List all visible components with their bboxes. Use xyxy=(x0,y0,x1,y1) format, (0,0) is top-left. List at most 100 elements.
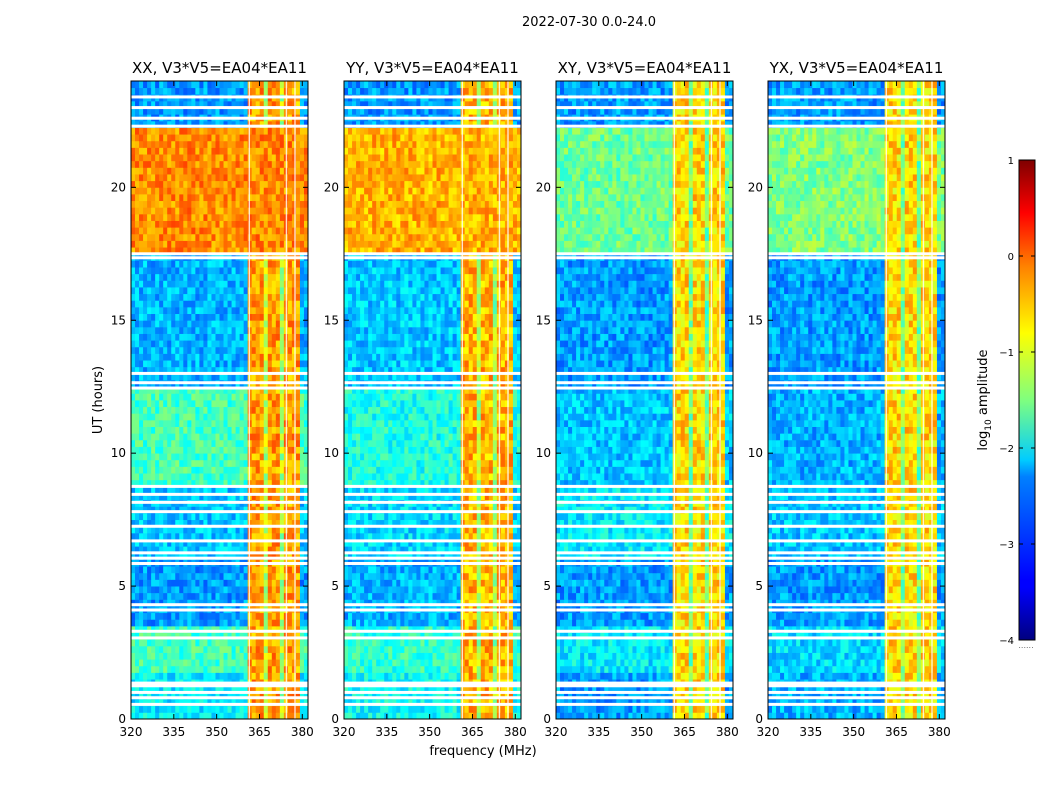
flagged-row xyxy=(768,95,945,99)
flagged-row xyxy=(556,603,733,607)
x-tick-label: 365 xyxy=(248,725,271,739)
flagged-row xyxy=(768,636,945,640)
flagged-channel xyxy=(673,81,676,719)
figure-suptitle: 2022-07-30 0.0-24.0 xyxy=(522,15,656,30)
flagged-row xyxy=(344,696,521,700)
flagged-row xyxy=(768,696,945,700)
flagged-row xyxy=(768,539,945,543)
y-tick-label: 15 xyxy=(324,313,339,327)
x-axis-label: frequency (MHz) xyxy=(429,744,536,759)
panel-frame xyxy=(343,80,522,720)
x-tick-label: 335 xyxy=(162,725,185,739)
panel-xy: XY, V3*V5=EA04*EA11 320 335 350 365 380 0 5 10 15… xyxy=(536,59,739,739)
flagged-row xyxy=(131,510,308,514)
y-tick-label: 15 xyxy=(111,313,126,327)
panel-frame xyxy=(130,80,309,720)
colorbar-tick-label: −4 xyxy=(999,636,1014,647)
flagged-row xyxy=(768,510,945,514)
x-tick-label: 380 xyxy=(504,725,527,739)
flagged-row xyxy=(131,561,308,565)
y-tick-label: 5 xyxy=(543,579,551,593)
panel-yx: YX, V3*V5=EA04*EA11 320 335 350 365 380 0 5 10 15… xyxy=(748,59,951,739)
flagged-row xyxy=(131,252,308,256)
flagged-row xyxy=(344,551,521,555)
flagged-row xyxy=(768,492,945,496)
y-tick-label: 0 xyxy=(331,712,339,726)
flagged-row xyxy=(344,116,521,120)
flagged-row xyxy=(131,702,308,706)
flagged-row xyxy=(131,636,308,640)
flagged-row xyxy=(131,124,308,128)
x-tick-label: 380 xyxy=(716,725,739,739)
flagged-row xyxy=(344,561,521,565)
flagged-channel xyxy=(507,81,509,719)
flagged-row xyxy=(556,500,733,504)
colorbar-label-text: amplitude xyxy=(976,349,991,419)
heatmap-cells xyxy=(344,81,521,719)
x-tick-label: 350 xyxy=(842,725,865,739)
flagged-row xyxy=(556,124,733,128)
flagged-row xyxy=(556,106,733,110)
flagged-row xyxy=(131,371,308,375)
flagged-row xyxy=(131,603,308,607)
flagged-row xyxy=(768,608,945,612)
x-tick-label: 365 xyxy=(461,725,484,739)
flagged-row xyxy=(131,106,308,110)
colorbar-extra-label: ...... xyxy=(1018,641,1033,650)
flagged-row xyxy=(344,386,521,390)
y-tick-label: 20 xyxy=(324,180,339,194)
flagged-row xyxy=(556,95,733,99)
flagged-row xyxy=(556,492,733,496)
colorbar-ticks: 1 0 −1 −2 −3 −4 xyxy=(999,156,1035,647)
flagged-row xyxy=(768,484,945,488)
y-tick-label: 10 xyxy=(536,446,551,460)
panel-title: XY, V3*V5=EA04*EA11 xyxy=(558,59,732,77)
flagged-channel xyxy=(461,81,464,719)
flagged-row xyxy=(344,256,521,260)
flagged-channel xyxy=(922,81,925,719)
flagged-row xyxy=(556,696,733,700)
flagged-row xyxy=(556,702,733,706)
flagged-row xyxy=(556,636,733,640)
x-tick-label: 320 xyxy=(333,725,356,739)
flagged-row xyxy=(768,106,945,110)
flagged-row xyxy=(131,629,308,633)
flagged-row xyxy=(131,492,308,496)
y-tick-label: 20 xyxy=(111,180,126,194)
y-tick-label: 0 xyxy=(755,712,763,726)
flagged-row xyxy=(131,524,308,528)
flagged-row xyxy=(556,381,733,385)
flagged-row xyxy=(344,684,521,688)
y-tick-label: 10 xyxy=(748,446,763,460)
flagged-row xyxy=(556,386,733,390)
x-tick-label: 350 xyxy=(205,725,228,739)
flagged-row xyxy=(556,551,733,555)
flagged-row xyxy=(131,696,308,700)
flagged-row xyxy=(344,524,521,528)
flagged-row xyxy=(344,539,521,543)
x-tick-label: 335 xyxy=(375,725,398,739)
flagged-row xyxy=(768,381,945,385)
x-tick-label: 320 xyxy=(120,725,143,739)
flagged-channel xyxy=(719,81,721,719)
flagged-channel xyxy=(710,81,713,719)
flagged-row xyxy=(768,256,945,260)
flagged-row xyxy=(344,636,521,640)
panel-title: YY, V3*V5=EA04*EA11 xyxy=(345,59,519,77)
flagged-row xyxy=(344,510,521,514)
panel-title: XX, V3*V5=EA04*EA11 xyxy=(132,59,307,77)
colorbar-tick-label: −1 xyxy=(999,348,1014,359)
flagged-row xyxy=(768,386,945,390)
x-tick-label: 350 xyxy=(630,725,653,739)
heatmap-cells xyxy=(768,81,945,719)
colorbar-tick-label: 1 xyxy=(1008,156,1014,167)
x-tick-label: 335 xyxy=(587,725,610,739)
flagged-row xyxy=(556,561,733,565)
x-tick-label: 365 xyxy=(673,725,696,739)
flagged-row xyxy=(768,629,945,633)
flagged-row xyxy=(131,551,308,555)
flagged-row xyxy=(556,629,733,633)
y-tick-label: 5 xyxy=(755,579,763,593)
colorbar-gradient xyxy=(1018,159,1036,641)
y-tick-label: 20 xyxy=(748,180,763,194)
